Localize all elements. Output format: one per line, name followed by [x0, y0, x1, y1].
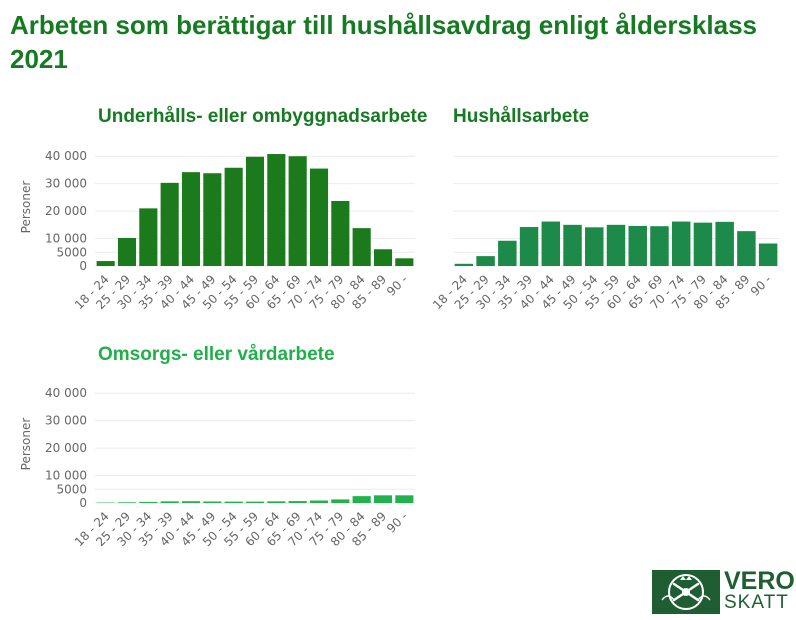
y-tick-label: 30 000	[45, 177, 87, 191]
x-tick-label: 90 -	[384, 509, 410, 535]
bar-45-49	[203, 173, 222, 266]
bar-60-64	[628, 225, 647, 266]
bar-50-54	[224, 167, 243, 266]
y-tick-label: 20 000	[45, 204, 87, 218]
logo-text-skatt: SKATT	[724, 592, 789, 613]
bar-75-79	[693, 222, 713, 266]
y-tick-label: 5000	[56, 482, 87, 496]
bar-85-89	[737, 231, 756, 266]
bar-30-34	[139, 501, 158, 503]
bar-50-54	[224, 501, 243, 503]
logo-text-vero: VERO	[724, 567, 795, 595]
bar-18-24	[454, 263, 474, 266]
bar-55-59	[245, 156, 265, 266]
chart-title-underhall: Underhålls- eller ombyggnadsarbete	[98, 106, 428, 127]
bar-90	[758, 243, 778, 266]
bar-65-69	[288, 501, 307, 503]
bar-40-44	[541, 221, 561, 266]
bar-25-29	[117, 502, 137, 503]
y-axis-label: Personer	[19, 181, 33, 234]
bar-35-39	[160, 182, 179, 266]
y-tick-label: 10 000	[45, 469, 87, 483]
bar-65-69	[288, 156, 307, 266]
bar-25-29	[476, 256, 495, 266]
chart-title-omsorg: Omsorgs- eller vårdarbete	[98, 344, 335, 365]
y-tick-label: 0	[79, 496, 87, 510]
bar-35-39	[519, 227, 539, 266]
bar-30-34	[498, 240, 517, 266]
bar-70-74	[309, 168, 329, 266]
bar-80-84	[715, 221, 734, 266]
bar-25-29	[117, 238, 137, 266]
bar-18-24	[96, 261, 115, 266]
y-tick-label: 40 000	[45, 149, 87, 163]
bar-80-84	[352, 496, 371, 503]
bar-60-64	[267, 501, 286, 503]
page-title: Arbeten som berättigar till hushållsavdr…	[10, 10, 758, 74]
y-tick-label: 20 000	[45, 441, 87, 455]
vero-skatt-emblem-icon	[652, 570, 720, 614]
bar-70-74	[671, 221, 691, 266]
bar-90	[395, 495, 414, 503]
bar-45-49	[203, 501, 222, 503]
vero-skatt-logo: VERO SKATT	[652, 567, 795, 614]
bar-35-39	[160, 501, 179, 503]
y-tick-label: 10 000	[45, 232, 87, 246]
bar-85-89	[373, 249, 393, 266]
y-tick-label: 0	[79, 259, 87, 273]
bar-55-59	[245, 501, 265, 503]
y-tick-label: 40 000	[45, 386, 87, 400]
bar-65-69	[650, 226, 669, 266]
bar-75-79	[331, 200, 350, 266]
bar-30-34	[139, 208, 158, 266]
bar-90	[395, 258, 414, 266]
chart-title-hushall: Hushållsarbete	[453, 106, 590, 127]
bar-60-64	[267, 154, 286, 266]
bar-75-79	[331, 499, 350, 503]
bar-70-74	[309, 500, 329, 503]
y-tick-label: 5000	[56, 245, 87, 259]
bar-45-49	[563, 224, 582, 266]
x-tick-label: 90 -	[384, 272, 410, 298]
y-axis-label: Personer	[19, 418, 33, 471]
bar-55-59	[606, 224, 626, 266]
bar-40-44	[181, 172, 201, 266]
bar-85-89	[373, 495, 393, 503]
bar-50-54	[585, 227, 604, 266]
bar-40-44	[181, 501, 201, 503]
x-tick-label: 90 -	[748, 272, 774, 298]
bar-80-84	[352, 228, 371, 266]
y-tick-label: 30 000	[45, 414, 87, 428]
